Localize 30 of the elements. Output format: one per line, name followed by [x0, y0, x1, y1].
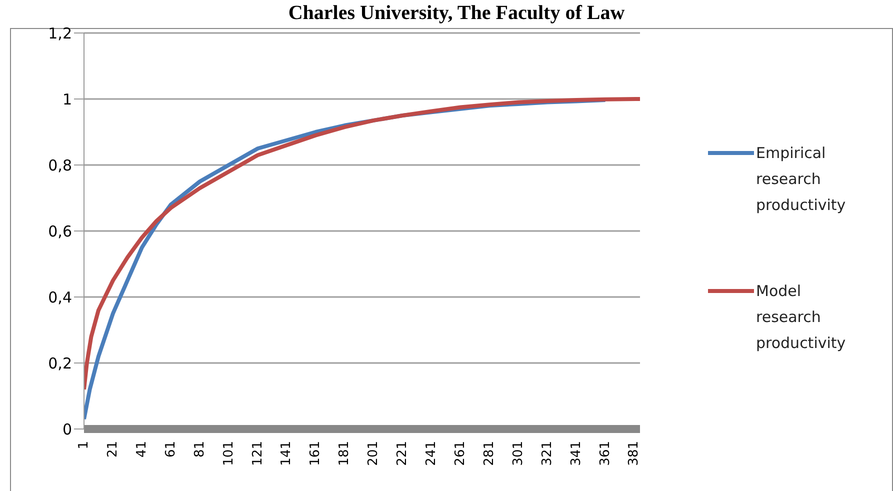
x-tick-label: 201: [366, 441, 382, 466]
y-tick-label: 0: [62, 420, 72, 438]
x-tick-label: 381: [626, 441, 642, 466]
x-tick-label: 281: [482, 441, 497, 466]
legend-label: Empirical research productivity: [756, 143, 847, 216]
x-tick-label: 61: [163, 441, 178, 458]
x-tick-label: 221: [395, 441, 410, 466]
chart-title: Charles University, The Faculty of Law: [287, 1, 626, 26]
y-tick-label: 0,4: [48, 288, 72, 306]
x-tick-label: 21: [105, 441, 120, 458]
x-tick-label: 81: [192, 441, 208, 458]
x-tick-label: 321: [540, 441, 555, 466]
legend-label: Model research productivity: [756, 281, 847, 354]
x-tick-label: 1: [76, 441, 92, 450]
x-tick-label: 361: [598, 441, 613, 466]
x-tick-label: 161: [308, 441, 324, 466]
y-tick-label: 0,2: [48, 354, 72, 372]
x-tick-label: 101: [221, 441, 236, 466]
x-tick-label: 241: [424, 441, 439, 466]
y-tick-label: 1,2: [48, 24, 72, 42]
x-tick-label: 261: [452, 441, 468, 466]
x-tick-label: 181: [337, 441, 352, 466]
x-tick-label: 341: [568, 441, 584, 466]
y-tick-label: 0,6: [48, 222, 72, 240]
x-tick-label: 121: [250, 441, 266, 466]
y-tick-label: 1: [62, 90, 72, 108]
x-tick-label: 301: [510, 441, 526, 466]
x-tick-label: 141: [279, 441, 294, 466]
x-tick-label: 41: [134, 441, 150, 458]
y-tick-label: 0,8: [48, 156, 72, 174]
